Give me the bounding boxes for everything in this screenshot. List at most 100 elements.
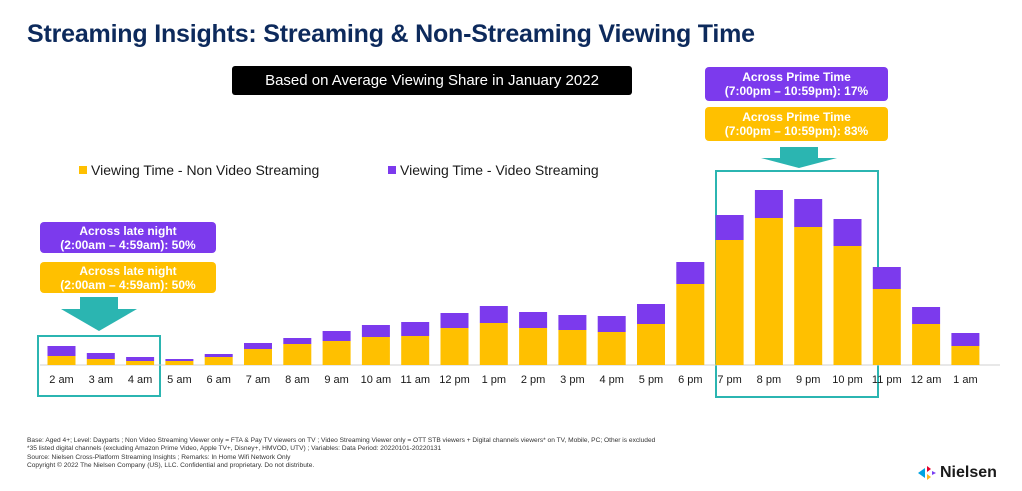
bar-non-streaming-6-am	[204, 357, 233, 365]
x-tick-label: 12 am	[911, 374, 942, 386]
callout-prime-non-streaming: Across Prime Time (7:00pm – 10:59pm): 83…	[705, 107, 888, 141]
bar-non-streaming-4-pm	[597, 332, 626, 365]
bar-streaming-3-pm	[558, 315, 587, 330]
bar-streaming-6-pm	[676, 262, 705, 284]
bar-streaming-9-pm	[794, 199, 823, 227]
bar-streaming-5-pm	[637, 304, 665, 324]
footnote-channels: *35 listed digital channels (excluding A…	[27, 445, 442, 453]
bar-non-streaming-2-am	[47, 356, 76, 365]
x-tick-label: 9 am	[324, 374, 348, 386]
callout-prime-streaming-line1: Across Prime Time	[742, 70, 851, 84]
nielsen-logo-icon	[918, 466, 936, 480]
bar-streaming-6-am	[204, 354, 233, 357]
x-tick-label: 6 am	[206, 374, 230, 386]
legend-swatch-streaming	[388, 166, 396, 174]
x-tick-label: 8 pm	[757, 374, 781, 386]
x-tick-label: 5 pm	[639, 374, 663, 386]
brand-name: Nielsen	[940, 464, 997, 481]
bar-non-streaming-6-pm	[676, 284, 705, 365]
callout-late-streaming-line1: Across late night	[79, 223, 177, 238]
highlight-frame-late-night	[37, 335, 161, 397]
bar-streaming-12-am	[912, 307, 941, 324]
bar-streaming-4-am	[126, 357, 155, 361]
callout-late-non-streaming-line2: (2:00am – 4:59am): 50%	[60, 277, 196, 292]
bar-non-streaming-5-pm	[637, 324, 665, 365]
callout-late-streaming-line2: (2:00am – 4:59am): 50%	[60, 237, 196, 252]
bar-non-streaming-7-am	[244, 349, 272, 365]
bar-non-streaming-8-pm	[754, 218, 783, 365]
callout-late-non-streaming-line1: Across late night	[79, 263, 177, 278]
bar-streaming-7-am	[244, 343, 272, 349]
callout-late-streaming: Across late night (2:00am – 4:59am): 50%	[40, 222, 216, 253]
bar-non-streaming-11-am	[401, 336, 430, 365]
bar-non-streaming-5-am	[165, 361, 194, 365]
x-tick-label: 5 am	[167, 374, 191, 386]
bar-non-streaming-8-am	[283, 344, 312, 365]
page-title: Streaming Insights: Streaming & Non-Stre…	[27, 20, 755, 48]
bar-non-streaming-10-am	[361, 337, 390, 365]
callout-prime-non-streaming-line1: Across Prime Time	[742, 110, 851, 124]
bar-non-streaming-10-pm	[833, 246, 862, 365]
bar-streaming-8-pm	[754, 190, 783, 218]
bar-non-streaming-3-am	[86, 359, 115, 365]
x-tick-label: 10 am	[361, 374, 392, 386]
x-tick-label: 10 pm	[832, 374, 863, 386]
x-tick-label: 1 am	[953, 374, 977, 386]
brand-logo: Nielsen	[918, 464, 997, 482]
x-tick-label: 4 am	[128, 374, 152, 386]
bar-streaming-10-pm	[833, 219, 862, 246]
bar-streaming-12-pm	[440, 313, 469, 328]
legend-swatch-non-streaming	[79, 166, 87, 174]
bar-non-streaming-1-pm	[479, 323, 508, 365]
callout-prime-streaming: Across Prime Time (7:00pm – 10:59pm): 17…	[705, 67, 888, 101]
x-tick-label: 3 am	[89, 374, 113, 386]
bar-streaming-11-am	[401, 322, 430, 336]
footnote-base: Base: Aged 4+; Level: Dayparts ; Non Vid…	[27, 437, 656, 444]
bar-streaming-10-am	[361, 325, 390, 337]
bar-streaming-1-am	[951, 333, 980, 346]
footnote-source: Source: Nielsen Cross-Platform Streaming…	[27, 453, 291, 461]
x-tick-label: 8 am	[285, 374, 309, 386]
x-tick-label: 7 am	[246, 374, 270, 386]
x-tick-label: 1 pm	[482, 374, 506, 386]
footnote-copyright: Copyright © 2022 The Nielsen Company (US…	[27, 462, 315, 470]
bar-non-streaming-2-pm	[519, 328, 548, 365]
bar-non-streaming-4-am	[126, 361, 155, 365]
bar-streaming-2-am	[47, 346, 76, 356]
bar-streaming-1-pm	[479, 306, 508, 323]
callout-prime-streaming-line2: (7:00pm – 10:59pm): 17%	[724, 84, 869, 98]
x-tick-label: 9 pm	[796, 374, 820, 386]
legend-label-streaming: Viewing Time - Video Streaming	[400, 162, 599, 178]
x-tick-label: 3 pm	[560, 374, 584, 386]
bar-streaming-8-am	[283, 338, 312, 344]
bar-non-streaming-1-am	[951, 346, 980, 365]
x-tick-label: 11 am	[400, 374, 430, 386]
bar-streaming-7-pm	[715, 215, 744, 240]
subtitle-banner: Based on Average Viewing Share in Januar…	[232, 66, 632, 95]
bar-streaming-11-pm	[872, 267, 901, 289]
bar-non-streaming-12-pm	[440, 328, 469, 365]
legend-label-non-streaming: Viewing Time - Non Video Streaming	[91, 162, 320, 178]
bar-non-streaming-3-pm	[558, 330, 587, 365]
bar-streaming-4-pm	[597, 316, 626, 332]
bar-non-streaming-7-pm	[715, 240, 744, 365]
bar-non-streaming-12-am	[912, 324, 941, 365]
bar-non-streaming-11-pm	[872, 289, 901, 365]
bar-streaming-2-pm	[519, 312, 548, 328]
bar-streaming-5-am	[165, 359, 194, 361]
x-tick-label: 2 am	[49, 374, 73, 386]
x-tick-label: 7 pm	[717, 374, 741, 386]
x-tick-label: 11 pm	[872, 374, 902, 386]
x-tick-label: 12 pm	[439, 374, 470, 386]
legend-item-streaming: Viewing Time - Video Streaming	[388, 162, 599, 178]
bar-streaming-9-am	[322, 331, 351, 341]
x-tick-label: 2 pm	[521, 374, 545, 386]
bar-non-streaming-9-pm	[794, 227, 823, 365]
callout-prime-non-streaming-line2: (7:00pm – 10:59pm): 83%	[724, 124, 869, 138]
arrow-down-icon-prime-time	[761, 147, 837, 168]
bar-non-streaming-9-am	[322, 341, 351, 365]
legend-item-non-streaming: Viewing Time - Non Video Streaming	[79, 162, 319, 178]
callout-late-non-streaming: Across late night (2:00am – 4:59am): 50%	[40, 262, 216, 293]
footnotes: Base: Aged 4+; Level: Dayparts ; Non Vid…	[27, 437, 655, 471]
